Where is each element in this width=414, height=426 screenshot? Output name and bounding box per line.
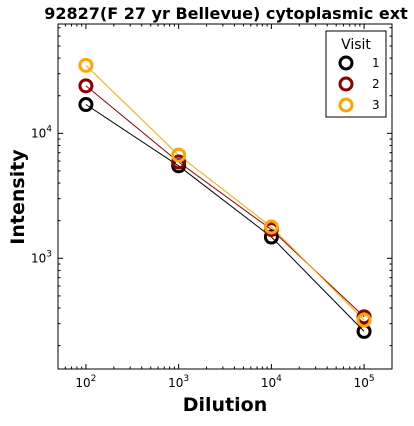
x-tick-label: 102 (75, 374, 96, 390)
x-axis-label: Dilution (183, 394, 268, 416)
y-axis-label: Intensity (7, 149, 29, 245)
data-point-series-3 (80, 59, 92, 71)
legend-label-3: 3 (372, 98, 380, 112)
x-tick-label: 104 (261, 374, 282, 390)
x-tick-label: 105 (354, 374, 375, 390)
x-tick-label: 103 (168, 374, 189, 390)
series-line-3 (86, 65, 364, 320)
y-tick-label: 104 (31, 124, 52, 140)
legend-title: Visit (341, 37, 371, 53)
legend-label-1: 1 (372, 56, 380, 70)
legend-label-2: 2 (372, 77, 380, 91)
series-line-1 (86, 105, 364, 332)
y-tick-label: 103 (31, 249, 52, 265)
chart-title: 92827(F 27 yr Bellevue) cytoplasmic ext (44, 4, 408, 23)
legend: Visit 1 2 3 (326, 31, 386, 117)
